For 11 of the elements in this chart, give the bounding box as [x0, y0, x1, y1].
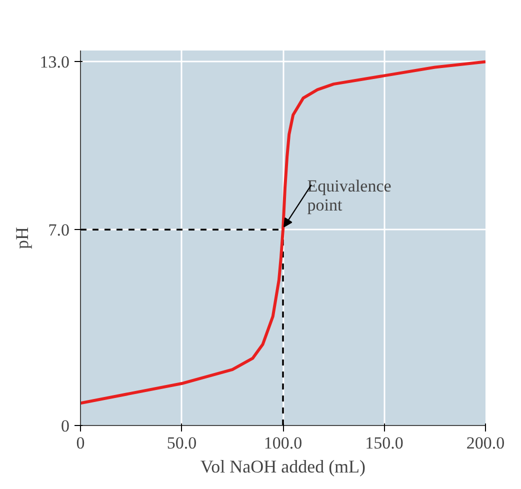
- x-axis-title: Vol NaOH added (mL): [200, 456, 366, 476]
- x-tick-label: 100.0: [264, 434, 302, 452]
- y-tick-label: 13.0: [40, 52, 70, 72]
- annotation: Equivalence point: [307, 176, 392, 214]
- x-tick-label: 200.0: [466, 434, 505, 452]
- x-tick-label: 150.0: [365, 434, 404, 452]
- x-tick-label: 0: [76, 434, 85, 452]
- y-tick-label: 7.0: [48, 220, 70, 240]
- y-tick-label: 0: [61, 416, 70, 436]
- y-axis-title: pH: [12, 227, 32, 249]
- x-tick-label: 50.0: [166, 434, 197, 452]
